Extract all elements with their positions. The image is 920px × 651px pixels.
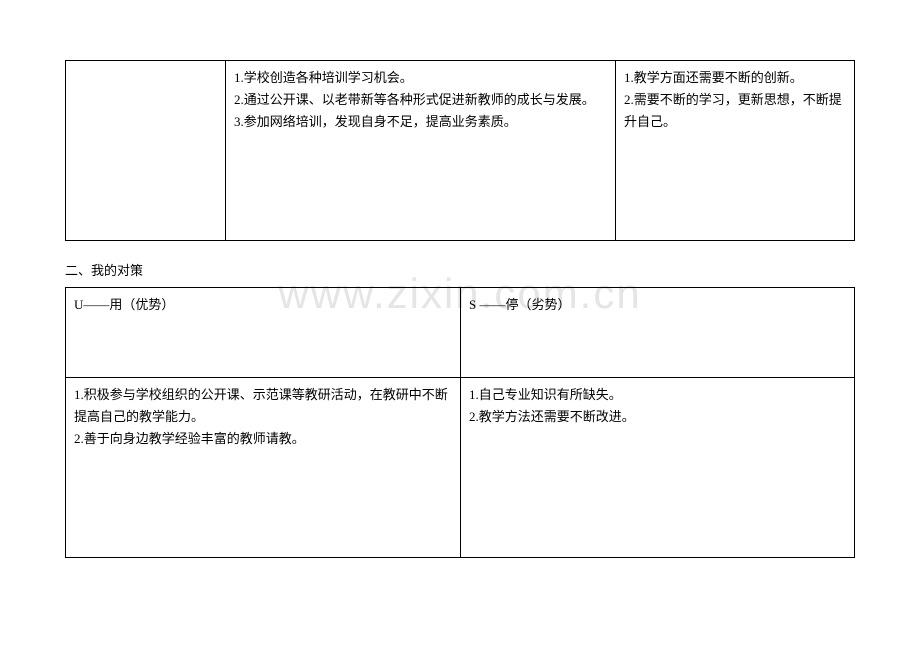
table2-left-line1: 1.积极参与学校组织的公开课、示范课等教研活动，在教研中不断提高自己的教学能力。 [74,384,452,428]
table2-body-right: 1.自己专业知识有所缺失。 2.教学方法还需要不断改进。 [461,377,855,557]
table-top: 1.学校创造各种培训学习机会。 2.通过公开课、以老带新等各种形式促进新教师的成… [65,60,855,241]
table1-col3-line2: 2.需要不断的学习，更新思想，不断提升自己。 [624,89,846,133]
table2-right-line1: 1.自己专业知识有所缺失。 [469,384,846,406]
table1-cell-empty [66,61,226,241]
section2-title: 二、我的对策 [65,261,855,281]
table1-col2-line2: 2.通过公开课、以老带新等各种形式促进新教师的成长与发展。 [234,89,607,111]
table2-body-left: 1.积极参与学校组织的公开课、示范课等教研活动，在教研中不断提高自己的教学能力。… [66,377,461,557]
table2-right-line2: 2.教学方法还需要不断改进。 [469,406,846,428]
table1-cell-middle: 1.学校创造各种培训学习机会。 2.通过公开课、以老带新等各种形式促进新教师的成… [226,61,616,241]
table2-header-left: U——用（优势） [66,287,461,377]
table1-col2-line3: 3.参加网络培训，发现自身不足，提高业务素质。 [234,111,607,133]
table1-col2-line1: 1.学校创造各种培训学习机会。 [234,67,607,89]
table2-header-right: S ——停（劣势） [461,287,855,377]
table1-cell-right: 1.教学方面还需要不断的创新。 2.需要不断的学习，更新思想，不断提升自己。 [616,61,855,241]
table2-left-line2: 2.善于向身边教学经验丰富的教师请教。 [74,428,452,450]
table-strategies: U——用（优势） S ——停（劣势） 1.积极参与学校组织的公开课、示范课等教研… [65,287,855,558]
table1-col3-line1: 1.教学方面还需要不断的创新。 [624,67,846,89]
